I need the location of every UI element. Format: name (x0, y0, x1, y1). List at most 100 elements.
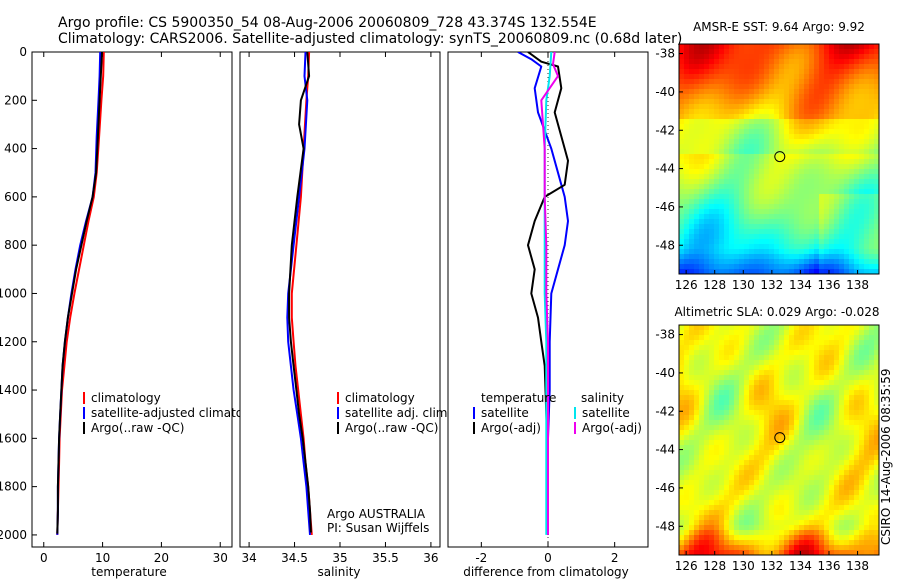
sst-map-cell (734, 64, 740, 70)
sla-map-cell (769, 385, 775, 391)
sla-map-cell (874, 530, 879, 536)
sst-map-cell (824, 264, 830, 270)
sla-map-axes: 126 128 130 132 134 136 138-38-40-42-44-46-48 (655, 328, 869, 573)
sla-map-cell (849, 355, 855, 361)
sla-map-cell (784, 455, 790, 461)
sst-map-cell (819, 214, 825, 220)
sst-map-cell (799, 109, 805, 115)
sla-map-cell (789, 500, 795, 506)
sst-map-cell (874, 264, 879, 270)
sst-map-cell (834, 219, 840, 225)
sla-map-cell (719, 450, 725, 456)
sst-map-cell (714, 89, 720, 95)
sla-map-cell (819, 385, 825, 391)
sla-map-cell (809, 395, 815, 401)
sst-map-cell (699, 209, 705, 215)
sla-map-cell (714, 455, 720, 461)
sla-map-cell (689, 445, 695, 451)
sla-map-cell (864, 535, 870, 541)
sst-map-cell (704, 249, 710, 255)
sst-map-cell (874, 169, 879, 175)
sst-map-cell (704, 199, 710, 205)
sst-map-cell (704, 154, 710, 160)
sst-map-cell (754, 194, 760, 200)
sla-map-cell (814, 335, 820, 341)
sla-map-cell (829, 525, 835, 531)
sla-map-cell (724, 345, 730, 351)
temperature-y-tick-label: 1600 (0, 431, 27, 445)
sla-map-cell (799, 410, 805, 416)
sla-map-cell (689, 420, 695, 426)
sst-map-cell (684, 59, 690, 65)
sla-map-cell (744, 345, 750, 351)
sst-map-cell (714, 104, 720, 110)
sla-map-cell (814, 415, 820, 421)
sst-map-cell (719, 89, 725, 95)
sst-map-cell (744, 139, 750, 145)
sst-map-cell (794, 269, 800, 274)
sla-map-cell (794, 485, 800, 491)
sla-map-cell (839, 360, 845, 366)
sla-map-cell (739, 425, 745, 431)
sla-map-cell (704, 350, 710, 356)
sst-map-cell (829, 204, 835, 210)
sst-map-cell (759, 94, 765, 100)
sla-map-cell (704, 425, 710, 431)
sst-map-cell (769, 59, 775, 65)
sla-map-cell (809, 405, 815, 411)
sst-map-cell (749, 49, 755, 55)
sla-map-cell (819, 415, 825, 421)
sst-map-cell (724, 174, 730, 180)
sst-map-cell (774, 109, 780, 115)
sla-map-cell (814, 365, 820, 371)
sst-map-cell (779, 239, 785, 245)
sst-map-cell (684, 264, 690, 270)
sst-map-cell (759, 114, 765, 120)
sla-map-cell (844, 495, 850, 501)
sst-map-cell (759, 119, 765, 125)
sst-map-cell (854, 144, 860, 150)
sla-map-cell (709, 405, 715, 411)
sst-map-cell (749, 189, 755, 195)
sst-map-cell (844, 259, 850, 265)
sst-map-cell (749, 109, 755, 115)
sst-map-cell (854, 159, 860, 165)
sla-map-cell (819, 335, 825, 341)
sst-map-cell (719, 189, 725, 195)
sla-map-cell (774, 490, 780, 496)
sla-map-cell (789, 515, 795, 521)
sst-map-cell (854, 249, 860, 255)
sla-map-cell (709, 465, 715, 471)
sla-map-cell (799, 490, 805, 496)
sst-map-cell (859, 74, 865, 80)
sst-map-cell (829, 269, 835, 274)
sla-map-cell (804, 505, 810, 511)
sla-map-cell (684, 375, 690, 381)
sla-map-cell (714, 480, 720, 486)
sla-map-cell (694, 445, 700, 451)
sla-map-cell (839, 540, 845, 546)
sst-map-cell (789, 129, 795, 135)
sla-map-cell (869, 475, 875, 481)
sla-map-cell (799, 500, 805, 506)
sst-map-cell (784, 44, 790, 50)
sla-map-cell (729, 340, 735, 346)
sla-map-cell (839, 390, 845, 396)
sst-map-cell (724, 149, 730, 155)
sst-map-cell (849, 119, 855, 125)
sst-map-cell (754, 114, 760, 120)
sla-map-cell (779, 500, 785, 506)
sst-map-cell (724, 194, 730, 200)
sla-map-cell (724, 470, 730, 476)
sst-map-cell (699, 199, 705, 205)
sst-map-cell (844, 229, 850, 235)
sla-map-cell (684, 365, 690, 371)
sla-map-cell (844, 430, 850, 436)
sla-map-cell (719, 550, 725, 555)
sla-map-cell (719, 340, 725, 346)
sla-map-cell (829, 395, 835, 401)
sst-map-cell (764, 234, 770, 240)
sla-map-cell (834, 335, 840, 341)
sla-map-cell (864, 505, 870, 511)
sst-map-cell (804, 249, 810, 255)
